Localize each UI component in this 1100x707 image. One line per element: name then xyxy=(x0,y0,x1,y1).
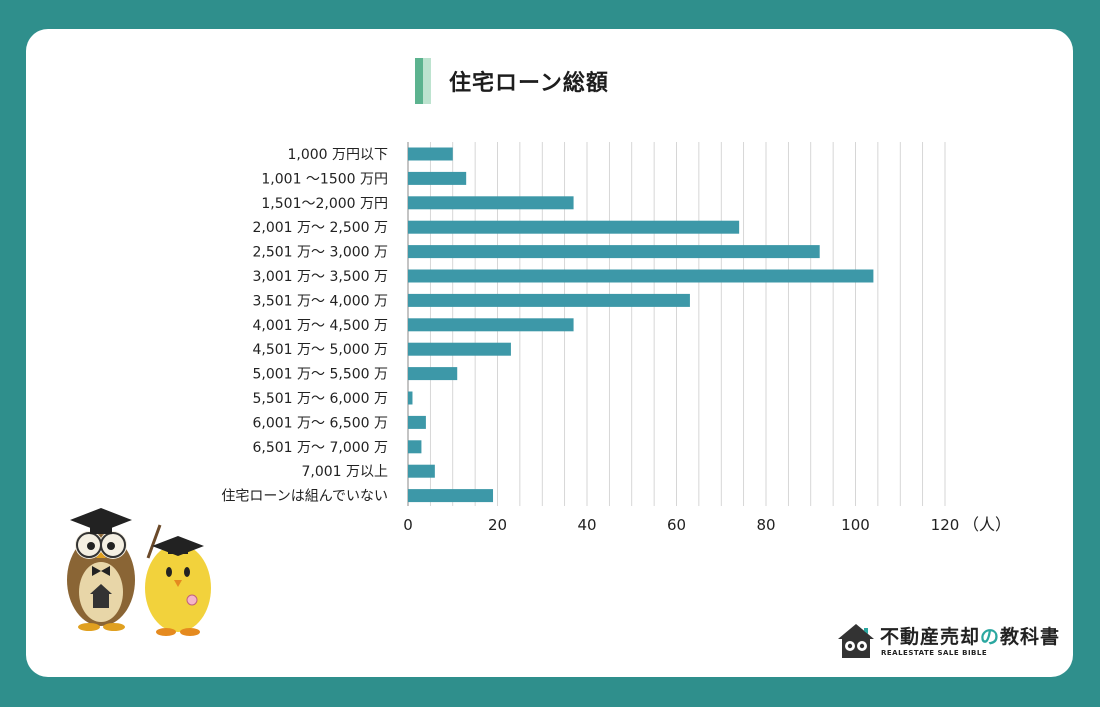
category-label: 3,001 万〜 3,500 万 xyxy=(252,269,388,285)
chart-bar xyxy=(408,342,511,356)
title-accent-bar xyxy=(415,58,431,104)
x-tick-label: 100 xyxy=(841,516,870,534)
chart-bar xyxy=(408,489,494,503)
x-tick-label: 80 xyxy=(756,516,775,534)
x-axis-unit: （人） xyxy=(963,515,1011,534)
category-label: 5,001 万〜 5,500 万 xyxy=(252,367,388,383)
x-tick-label: 60 xyxy=(667,516,686,534)
mascot-illustration xyxy=(56,500,231,645)
logo-text-part-1: 不動産売却 xyxy=(880,626,981,648)
owl-mascot-icon xyxy=(67,508,135,631)
chart-bar xyxy=(408,196,574,210)
chart-bar xyxy=(408,367,458,381)
chart-bar xyxy=(408,440,422,454)
category-label: 7,001 万以上 xyxy=(301,464,388,480)
logo-subtitle: REALESTATE SALE BIBLE xyxy=(881,649,988,657)
category-label: 住宅ローンは組んでいない xyxy=(221,489,388,505)
category-label: 2,001 万〜 2,500 万 xyxy=(252,220,388,236)
category-label: 6,001 万〜 6,500 万 xyxy=(252,415,388,431)
chart-category-labels: 1,000 万円以下 1,001 〜1500 万円 1,501〜2,000 万円 2,… xyxy=(221,147,388,505)
category-label: 2,501 万〜 3,000 万 xyxy=(252,245,388,261)
category-label: 3,501 万〜 4,000 万 xyxy=(252,293,388,309)
chart-bar xyxy=(408,269,874,283)
chart-bar xyxy=(408,220,740,234)
x-tick-label: 40 xyxy=(577,516,596,534)
chart-bar xyxy=(408,147,453,161)
brand-logo: 不動産売却の教科書 REALESTATE SALE BIBLE xyxy=(836,622,1066,662)
chart-bar xyxy=(408,245,820,259)
chart-bar xyxy=(408,415,426,429)
category-label: 1,501〜2,000 万円 xyxy=(261,196,388,212)
chart-bar xyxy=(408,293,690,307)
category-label: 5,501 万〜 6,000 万 xyxy=(252,391,388,407)
category-label: 6,501 万〜 7,000 万 xyxy=(252,440,388,456)
chart-bar xyxy=(408,464,435,478)
logo-text-highlight: の xyxy=(980,626,1001,648)
category-label: 4,501 万〜 5,000 万 xyxy=(252,342,388,358)
chart-bar xyxy=(408,391,413,405)
x-tick-label: 0 xyxy=(403,516,413,534)
category-label: 1,000 万円以下 xyxy=(287,147,388,163)
chart-bars xyxy=(408,147,874,503)
x-tick-label: 20 xyxy=(488,516,507,534)
category-label: 4,001 万〜 4,500 万 xyxy=(252,318,388,334)
chart-bar xyxy=(408,171,467,185)
logo-text-part-2: 教科書 xyxy=(1000,626,1061,648)
category-label: 1,001 〜1500 万円 xyxy=(261,171,388,187)
chart-tick-labels: 0 20 40 60 80 100 120 xyxy=(403,516,959,534)
chart-title-group: 住宅ローン総額 xyxy=(415,58,609,104)
chart-title: 住宅ローン総額 xyxy=(449,71,609,96)
house-glasses-icon xyxy=(838,624,874,658)
x-tick-label: 120 xyxy=(931,516,960,534)
chick-mascot-icon xyxy=(145,524,211,636)
logo-text: 不動産売却の教科書 xyxy=(880,622,1060,649)
chart-bar xyxy=(408,318,574,332)
